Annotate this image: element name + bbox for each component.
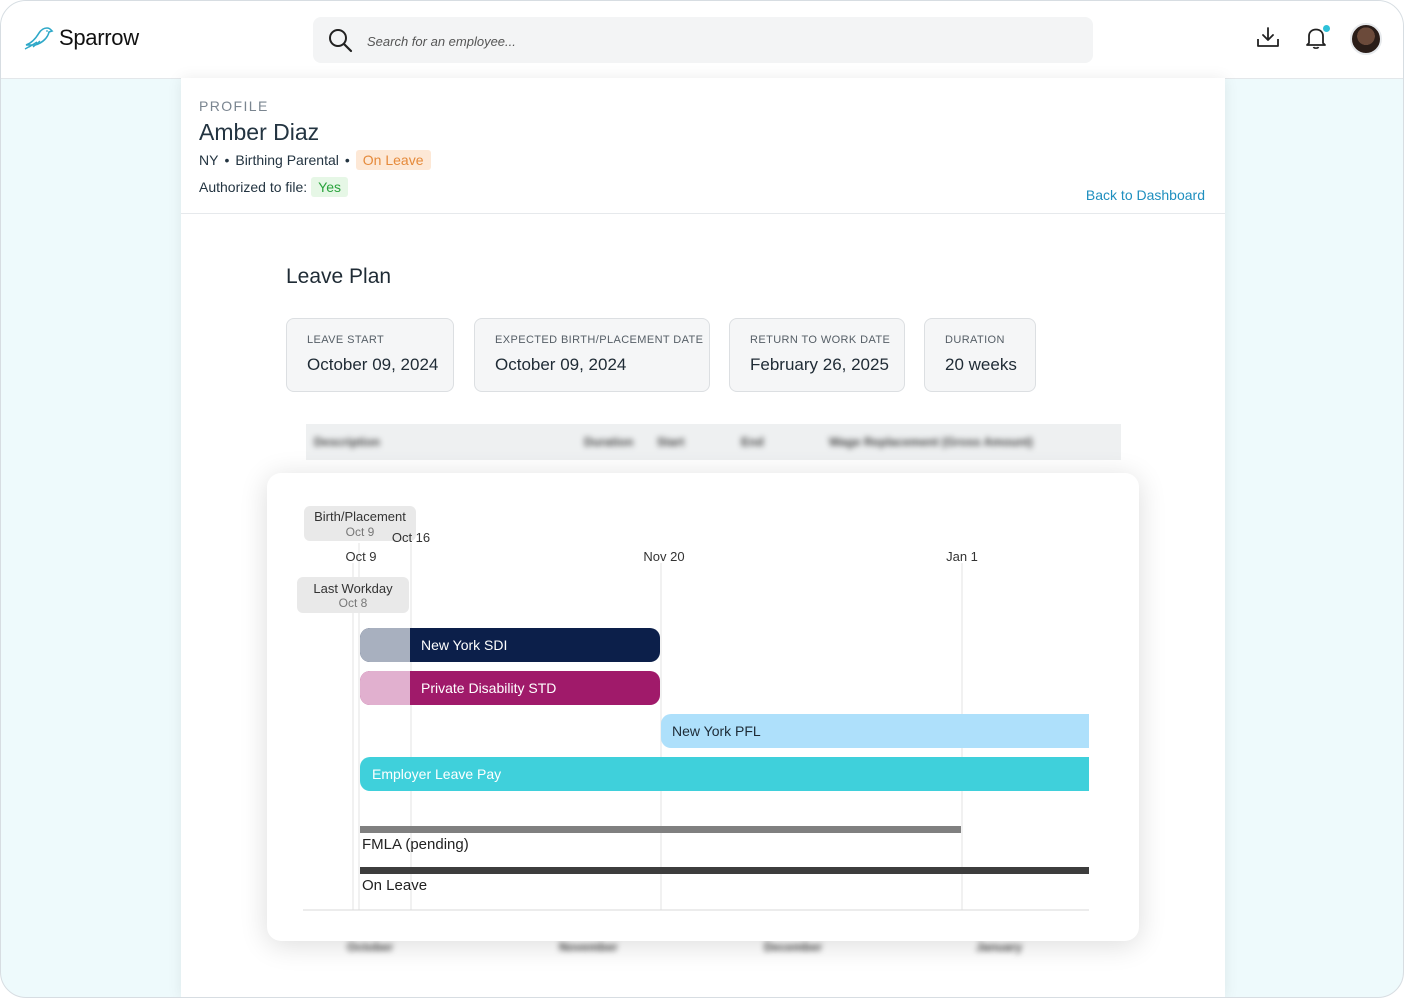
table-header-description: Description bbox=[314, 435, 381, 449]
search-input[interactable] bbox=[365, 17, 1069, 65]
card-label: DURATION bbox=[945, 334, 1005, 346]
profile-header: PROFILE Amber Diaz NY • Birthing Parenta… bbox=[181, 78, 1225, 214]
timeline-chart: Birth/Placement Oct 9 Oct 9 Oct 16 Nov 2… bbox=[297, 506, 1089, 911]
month-label-november: November bbox=[559, 940, 618, 954]
birth-marker-box[interactable] bbox=[304, 506, 416, 541]
line-on-leave[interactable] bbox=[360, 867, 1089, 874]
card-value: October 09, 2024 bbox=[307, 355, 439, 374]
meta-separator: • bbox=[344, 152, 350, 168]
bar-new-york-pfl[interactable]: New York PFL bbox=[661, 714, 1089, 748]
bell-icon[interactable] bbox=[1303, 25, 1329, 51]
month-label-october: October bbox=[347, 940, 394, 954]
card-label: RETURN TO WORK DATE bbox=[750, 334, 891, 346]
card-value: October 09, 2024 bbox=[495, 355, 627, 374]
last-workday-title: Last Workday bbox=[313, 581, 393, 596]
bar-std-fill bbox=[360, 671, 660, 705]
employee-state: NY bbox=[199, 152, 219, 168]
table-header-wage: Wage Replacement (Gross Amount) bbox=[829, 435, 1033, 449]
leave-plan-title: Leave Plan bbox=[286, 265, 392, 288]
meta-separator: • bbox=[224, 152, 230, 168]
avatar[interactable] bbox=[1350, 23, 1382, 55]
logo[interactable]: Sparrow bbox=[23, 25, 139, 51]
expected-birth-card: EXPECTED BIRTH/PLACEMENT DATE October 09… bbox=[474, 318, 710, 392]
status-badge: On Leave bbox=[355, 150, 431, 170]
bar-employer-leave-pay[interactable]: Employer Leave Pay bbox=[360, 757, 1089, 791]
tick-oct-9: Oct 9 bbox=[345, 549, 376, 564]
bar-pfl-label: New York PFL bbox=[672, 723, 761, 739]
app-name: Sparrow bbox=[59, 25, 139, 50]
authorized-badge: Yes bbox=[311, 177, 349, 197]
return-to-work-card: RETURN TO WORK DATE February 26, 2025 bbox=[729, 318, 905, 392]
birth-marker-date: Oct 9 bbox=[346, 525, 375, 539]
authorized-label: Authorized to file: bbox=[199, 179, 308, 195]
table-header-end: End bbox=[741, 435, 764, 449]
line-fmla-label: FMLA (pending) bbox=[362, 836, 469, 853]
birth-marker-title: Birth/Placement bbox=[314, 509, 406, 524]
bar-std-label: Private Disability STD bbox=[421, 680, 556, 696]
profile-eyebrow: PROFILE bbox=[199, 98, 269, 114]
bar-sdi-fill bbox=[360, 628, 660, 662]
bar-new-york-sdi[interactable]: New York SDI bbox=[360, 628, 660, 662]
table-header-duration: Duration bbox=[584, 435, 634, 449]
last-workday-marker-box[interactable] bbox=[297, 577, 409, 613]
employee-meta: NY • Birthing Parental • On Leave bbox=[199, 150, 431, 170]
last-workday-date: Oct 8 bbox=[339, 596, 368, 610]
search-bar bbox=[313, 17, 1093, 65]
bar-elp-fill bbox=[360, 757, 1089, 791]
bar-std-waiting bbox=[360, 671, 410, 705]
tick-nov-20: Nov 20 bbox=[643, 549, 684, 564]
tick-oct-16: Oct 16 bbox=[392, 530, 430, 545]
timeline-card: Birth/Placement Oct 9 Oct 9 Oct 16 Nov 2… bbox=[267, 473, 1139, 941]
line-on-leave-label: On Leave bbox=[362, 877, 427, 894]
line-fmla[interactable] bbox=[360, 826, 961, 833]
table-header-start: Start bbox=[657, 435, 685, 449]
employee-name: Amber Diaz bbox=[199, 119, 320, 145]
card-value: 20 weeks bbox=[945, 355, 1017, 374]
bar-sdi-waiting bbox=[360, 628, 410, 662]
sparrow-logo-icon bbox=[24, 27, 54, 50]
bar-elp-label: Employer Leave Pay bbox=[372, 766, 501, 782]
card-label: EXPECTED BIRTH/PLACEMENT DATE bbox=[495, 334, 704, 346]
month-label-january: January bbox=[976, 940, 1023, 954]
search-icon[interactable] bbox=[327, 27, 353, 53]
notification-dot bbox=[1323, 25, 1330, 32]
card-value: February 26, 2025 bbox=[750, 355, 889, 374]
table-header-row bbox=[306, 424, 1121, 460]
duration-card: DURATION 20 weeks bbox=[924, 318, 1036, 392]
employee-leave-type: Birthing Parental bbox=[235, 152, 339, 168]
leave-start-card: LEAVE START October 09, 2024 bbox=[286, 318, 454, 392]
download-icon[interactable] bbox=[1255, 25, 1281, 51]
top-bar: Sparrow bbox=[1, 1, 1403, 79]
authorized-row: Authorized to file: Yes bbox=[199, 177, 349, 197]
bar-private-disability-std[interactable]: Private Disability STD bbox=[360, 671, 660, 705]
back-to-dashboard-link[interactable]: Back to Dashboard bbox=[1085, 187, 1205, 203]
bar-pfl-fill bbox=[661, 714, 1089, 748]
month-label-december: December bbox=[764, 940, 823, 954]
card-label: LEAVE START bbox=[307, 334, 385, 346]
bar-sdi-label: New York SDI bbox=[421, 637, 507, 653]
tick-jan-1: Jan 1 bbox=[946, 549, 978, 564]
